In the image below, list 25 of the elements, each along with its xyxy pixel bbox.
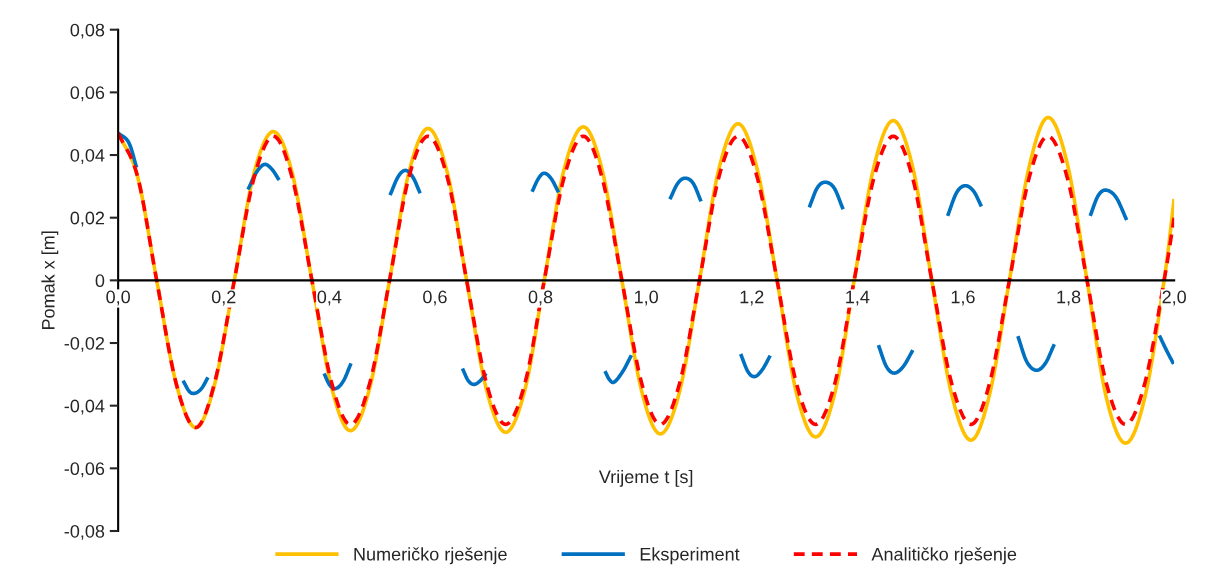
y-tick-label: 0,08 (70, 23, 105, 39)
y-tick-label: -0,06 (64, 462, 105, 478)
y-tick-label: -0,04 (64, 399, 105, 415)
x-tick-label: 0,8 (528, 290, 553, 306)
x-tick-label: 0,4 (317, 290, 342, 306)
legend-label: Analitičko rješenje (871, 547, 1017, 565)
x-tick-label: 0,2 (211, 290, 236, 306)
y-tick-label: -0,02 (64, 336, 105, 352)
y-tick-label: 0,02 (70, 211, 105, 227)
x-tick-label: 1,2 (740, 290, 764, 306)
x-tick-label: 1,0 (634, 290, 658, 306)
x-tick-label: 2,0 (1162, 290, 1186, 306)
x-tick-label: 0,6 (423, 290, 447, 306)
legend-label: Eksperiment (640, 547, 740, 565)
y-tick-label: 0 (95, 274, 105, 288)
x-tick-label: 1,6 (951, 290, 975, 306)
y-tick-label: -0,08 (64, 524, 105, 540)
legend-label: Numeričko rješenje (354, 547, 507, 565)
y-tick-label: 0,06 (70, 86, 105, 102)
x-tick-label: 1,4 (846, 290, 870, 306)
x-axis-title: Vrijeme t [s] (598, 469, 693, 487)
x-tick-label: 0,0 (106, 290, 130, 306)
x-tick-label: 1,8 (1057, 290, 1081, 306)
y-axis-title: Pomak x [m] (41, 231, 59, 330)
y-tick-label: 0,04 (70, 148, 105, 164)
